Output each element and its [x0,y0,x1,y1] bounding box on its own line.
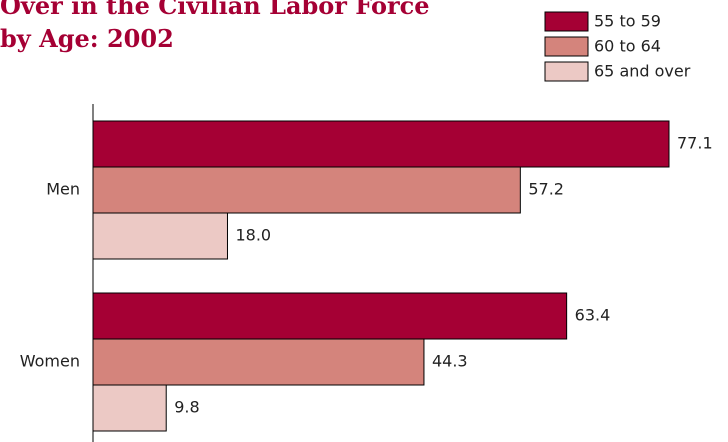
bar [92,292,568,340]
chart-title: by Age: 2002 [0,24,174,53]
bar [92,212,228,260]
bar [92,338,425,386]
legend-label: 55 to 59 [594,12,661,31]
y-tick-label: Men [46,180,80,199]
bar [92,384,167,432]
data-label: 18.0 [235,226,271,245]
chart-title: Over in the Civilian Labor Force [0,0,430,20]
y-tick-label: Women [20,352,80,371]
data-label: 9.8 [174,398,199,417]
data-label: 44.3 [432,352,468,371]
data-label: 77.1 [677,134,713,153]
data-label: 57.2 [528,180,564,199]
legend-label: 65 and over [594,62,691,81]
bar [92,120,670,168]
legend-swatch [544,61,589,82]
legend-label: 60 to 64 [594,37,661,56]
bar [92,166,521,214]
legend-swatch [544,36,589,57]
legend-swatch [544,11,589,32]
data-label: 63.4 [575,306,611,325]
